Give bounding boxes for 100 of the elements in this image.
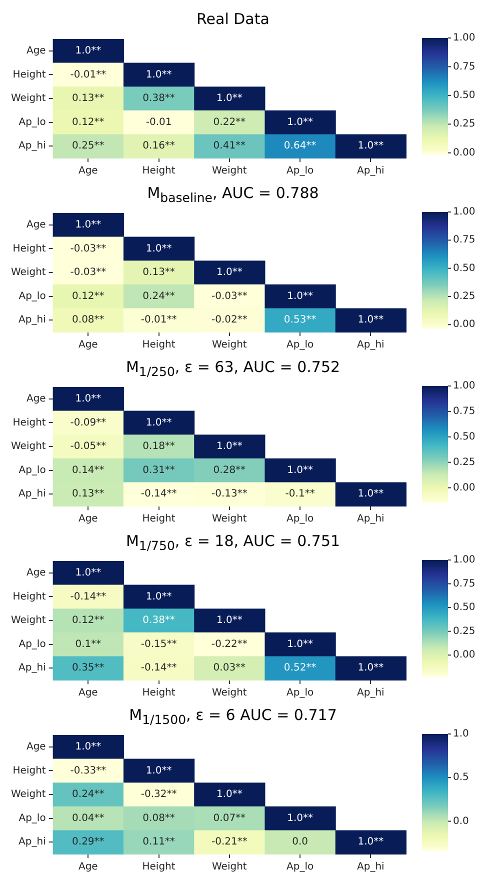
color-bar-label: 0.00	[453, 319, 476, 330]
y-tick-label: Ap_hi	[18, 662, 46, 674]
color-bar-label: 0.75	[453, 578, 476, 590]
color-bar-label: 0.25	[453, 626, 476, 637]
x-tick-label: Ap_hi	[357, 340, 384, 351]
x-tick-label: Ap_hi	[357, 166, 384, 177]
y-tick-label: Height	[12, 765, 46, 776]
data-label: 0.12**	[72, 615, 104, 626]
x-tick-label: Age	[78, 688, 98, 699]
data-label: 0.18**	[142, 441, 175, 452]
x-tick-label: Height	[142, 166, 176, 177]
data-label: 1.0**	[287, 464, 314, 476]
data-label: 1.0**	[146, 765, 172, 776]
data-label: 1.0**	[358, 314, 384, 326]
data-label: -0.01**	[70, 69, 106, 80]
x-tick-label: Ap_lo	[286, 166, 314, 177]
data-label: 1.0**	[358, 836, 384, 848]
data-label: 0.25**	[72, 140, 104, 152]
chart-title: Real Data	[196, 9, 270, 30]
data-label: 0.08**	[72, 314, 104, 326]
x-tick-label: Height	[142, 514, 176, 525]
x-tick-label: Age	[78, 166, 98, 177]
y-tick-label: Ap_hi	[18, 836, 46, 848]
data-label: -0.1**	[285, 488, 315, 500]
data-label: 1.0**	[75, 567, 102, 578]
x-tick-label: Height	[142, 688, 176, 699]
data-label: 1.0**	[146, 417, 172, 428]
data-label: -0.22**	[211, 638, 248, 650]
data-label: 0.52**	[284, 662, 316, 674]
y-tick-label: Ap_lo	[18, 638, 46, 650]
data-label: 0.35**	[72, 662, 104, 674]
data-label: 0.04**	[72, 812, 104, 824]
color-bar-label: 0.75	[453, 234, 476, 246]
y-tick-label: Ap_hi	[18, 488, 46, 500]
data-label: 0.03**	[213, 662, 246, 674]
color-bar-label: 0.00	[453, 147, 476, 158]
y-tick-label: Age	[26, 393, 46, 404]
data-label: 0.41**	[213, 140, 246, 152]
data-label: -0.03**	[70, 243, 106, 254]
data-label: 1.0**	[287, 290, 314, 302]
data-label: 1.0**	[146, 591, 172, 602]
x-tick-label: Weight	[212, 340, 247, 351]
data-label: 0.29**	[72, 836, 104, 848]
color-bar-label: 0.25	[453, 291, 476, 302]
data-label: 1.0**	[287, 116, 314, 128]
data-label: 0.12**	[72, 290, 104, 302]
data-label: 1.0**	[146, 243, 172, 254]
x-tick-label: Weight	[212, 514, 247, 525]
data-label: 1.0**	[216, 267, 242, 278]
data-label: 0.13**	[142, 267, 175, 278]
data-label: 1.0**	[216, 615, 242, 626]
data-label: -0.05**	[70, 441, 106, 452]
color-bar-label: 1.00	[453, 380, 476, 392]
data-label: 1.0**	[358, 662, 384, 674]
y-tick-label: Ap_hi	[18, 314, 46, 326]
x-tick-label: Ap_hi	[357, 688, 384, 699]
x-tick-label: Age	[78, 340, 98, 351]
data-label: 0.16**	[142, 140, 175, 152]
x-tick-label: Height	[142, 340, 176, 351]
data-label: 0.0	[292, 836, 308, 848]
color-bar-label: 0.00	[453, 482, 476, 494]
color-bar-label: 1.0	[453, 728, 469, 740]
data-label: 1.0**	[75, 393, 102, 404]
data-label: 0.12**	[72, 116, 104, 128]
data-label: 0.38**	[142, 93, 175, 104]
color-bar-label: 0.75	[453, 61, 476, 72]
data-label: 1.0**	[287, 812, 314, 824]
y-tick-label: Height	[12, 243, 46, 254]
data-label: -0.15**	[140, 638, 177, 650]
y-tick-label: Weight	[10, 789, 46, 800]
color-bar-label: 1.00	[453, 554, 476, 566]
data-label: -0.14**	[140, 488, 177, 500]
data-label: -0.09**	[70, 417, 106, 428]
data-label: 0.24**	[72, 789, 104, 800]
y-tick-label: Weight	[10, 93, 46, 104]
x-tick-label: Ap_lo	[286, 688, 314, 699]
data-label: 1.0**	[358, 488, 384, 500]
data-label: 0.07**	[213, 812, 246, 824]
data-label: 0.24**	[142, 290, 175, 302]
data-label: 1.0**	[75, 219, 102, 230]
y-tick-label: Height	[12, 417, 46, 428]
data-label: 0.11**	[142, 836, 175, 848]
color-bar-label: 0.50	[453, 431, 476, 442]
color-bar-label: 0.50	[453, 602, 476, 614]
data-label: 1.0**	[287, 638, 314, 650]
x-tick-label: Age	[78, 862, 98, 873]
data-label: -0.01**	[140, 314, 177, 326]
data-label: -0.33**	[70, 765, 106, 776]
x-tick-label: Ap_lo	[286, 862, 314, 873]
y-tick-label: Ap_lo	[18, 812, 46, 824]
chart-title: M$_{1/1500}$, ε = 6 AUC = 0.717	[128, 705, 338, 727]
x-tick-label: Weight	[212, 862, 247, 873]
data-label: -0.14**	[140, 662, 177, 674]
data-label: 0.28**	[213, 464, 246, 476]
color-bar-label: 0.25	[453, 118, 476, 130]
y-tick-label: Height	[12, 69, 46, 80]
y-tick-label: Age	[26, 741, 46, 752]
data-label: 0.53**	[284, 314, 316, 326]
color-bar-label: 0.25	[453, 456, 476, 468]
data-label: 0.22**	[213, 116, 246, 128]
